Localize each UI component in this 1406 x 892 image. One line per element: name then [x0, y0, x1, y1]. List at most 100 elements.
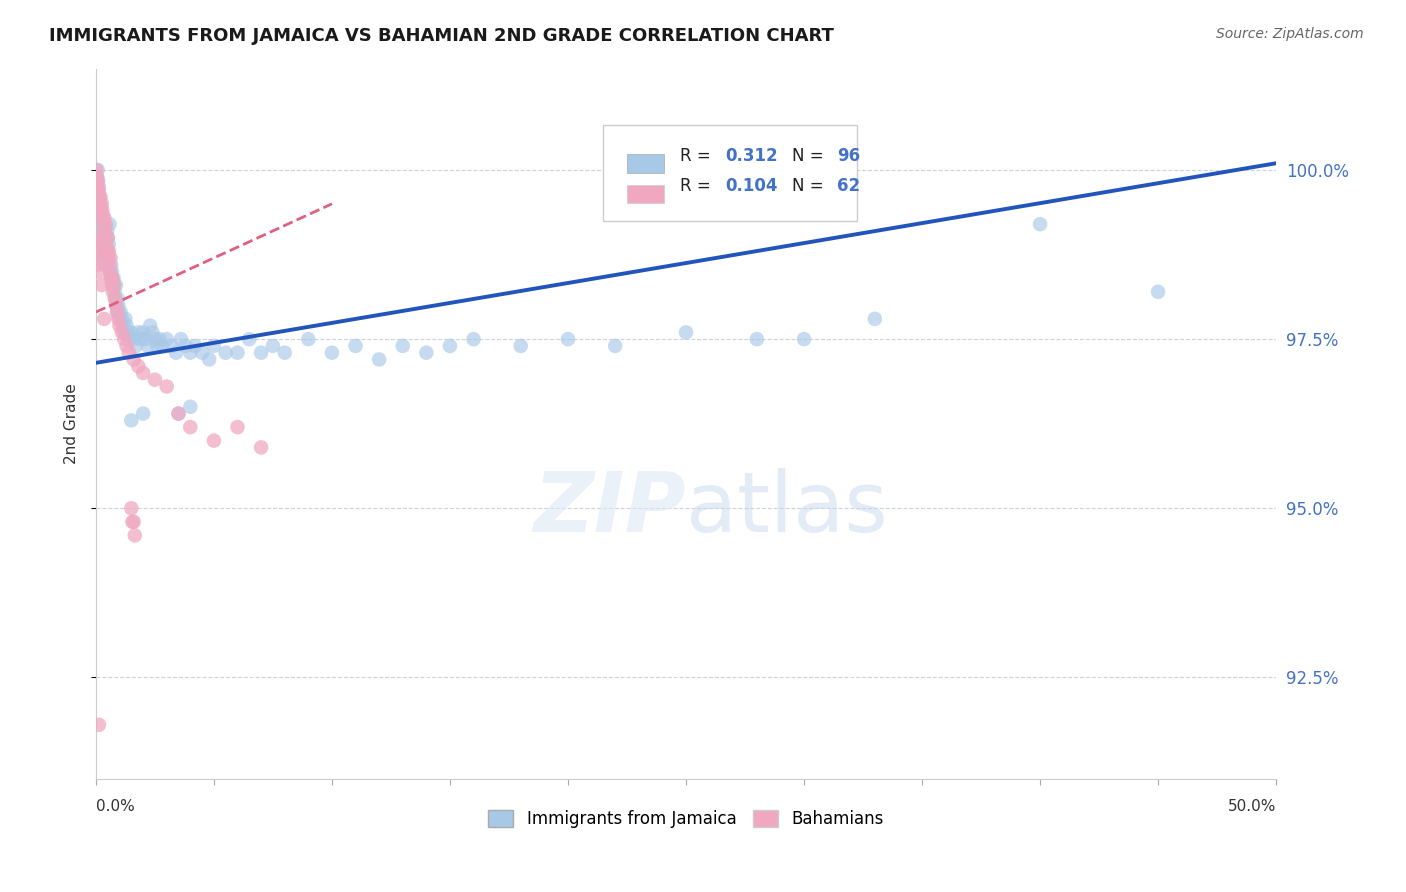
Text: R =: R =: [681, 147, 716, 165]
Point: [103, 278, 125, 293]
Text: N =: N =: [792, 178, 830, 195]
Point: [105, 305, 128, 319]
Point: [107, 298, 129, 312]
FancyBboxPatch shape: [627, 185, 664, 203]
Point: [675, 326, 697, 340]
Point: [118, 332, 141, 346]
Point: [136, 339, 159, 353]
Point: [86, 173, 108, 187]
Point: [226, 345, 249, 359]
Point: [101, 278, 124, 293]
Point: [94, 224, 117, 238]
Point: [87, 183, 110, 197]
Y-axis label: 2nd Grade: 2nd Grade: [65, 384, 79, 464]
Text: atlas: atlas: [686, 468, 887, 549]
Point: [202, 339, 225, 353]
Point: [104, 292, 127, 306]
Point: [146, 339, 169, 353]
Point: [557, 332, 579, 346]
Point: [745, 332, 768, 346]
Text: N =: N =: [792, 147, 830, 165]
Point: [87, 718, 110, 732]
Point: [122, 352, 145, 367]
Point: [98, 217, 121, 231]
Point: [97, 230, 120, 244]
Point: [415, 345, 437, 359]
Point: [97, 237, 120, 252]
Point: [793, 332, 815, 346]
Point: [94, 230, 117, 244]
Point: [105, 298, 128, 312]
Point: [101, 285, 124, 299]
Point: [202, 434, 225, 448]
Point: [101, 264, 124, 278]
Point: [90, 217, 112, 231]
Point: [87, 180, 110, 194]
Point: [262, 339, 284, 353]
Text: 0.0%: 0.0%: [96, 799, 135, 814]
Point: [170, 332, 193, 346]
Point: [509, 339, 531, 353]
Point: [90, 278, 112, 293]
Point: [122, 332, 145, 346]
Point: [108, 311, 131, 326]
FancyBboxPatch shape: [603, 126, 858, 221]
Point: [179, 400, 201, 414]
Point: [344, 339, 367, 353]
Legend: Immigrants from Jamaica, Bahamians: Immigrants from Jamaica, Bahamians: [482, 803, 890, 835]
Point: [368, 352, 391, 367]
Point: [321, 345, 343, 359]
Point: [103, 278, 125, 293]
Point: [104, 285, 127, 299]
Point: [115, 339, 138, 353]
Point: [91, 224, 114, 238]
Point: [93, 217, 115, 231]
Point: [98, 264, 121, 278]
Point: [215, 345, 238, 359]
Point: [93, 211, 115, 225]
Point: [87, 163, 110, 178]
Point: [100, 271, 122, 285]
Point: [143, 373, 166, 387]
Point: [100, 251, 122, 265]
Point: [97, 244, 120, 259]
Point: [96, 251, 118, 265]
Point: [104, 278, 127, 293]
Point: [86, 163, 108, 178]
Point: [101, 271, 124, 285]
Point: [167, 407, 190, 421]
Point: [191, 345, 214, 359]
Point: [174, 339, 197, 353]
Point: [108, 305, 131, 319]
Point: [150, 339, 173, 353]
Point: [165, 345, 187, 359]
Point: [198, 352, 221, 367]
Point: [134, 332, 156, 346]
Point: [121, 515, 143, 529]
Point: [87, 177, 110, 191]
Point: [90, 203, 112, 218]
Point: [124, 528, 146, 542]
Point: [86, 244, 108, 259]
Point: [90, 197, 112, 211]
Point: [86, 169, 108, 184]
Point: [463, 332, 485, 346]
Point: [101, 271, 124, 285]
Text: 62: 62: [837, 178, 860, 195]
Point: [238, 332, 260, 346]
Point: [250, 345, 273, 359]
Point: [90, 190, 112, 204]
Point: [112, 332, 135, 346]
Point: [118, 345, 141, 359]
Point: [143, 332, 166, 346]
Text: R =: R =: [681, 178, 716, 195]
Point: [114, 311, 136, 326]
Text: ZIP: ZIP: [533, 468, 686, 549]
Point: [120, 326, 142, 340]
Point: [125, 339, 148, 353]
Point: [250, 441, 273, 455]
Point: [120, 413, 142, 427]
Point: [91, 211, 114, 225]
Point: [94, 217, 117, 231]
Point: [115, 318, 138, 333]
